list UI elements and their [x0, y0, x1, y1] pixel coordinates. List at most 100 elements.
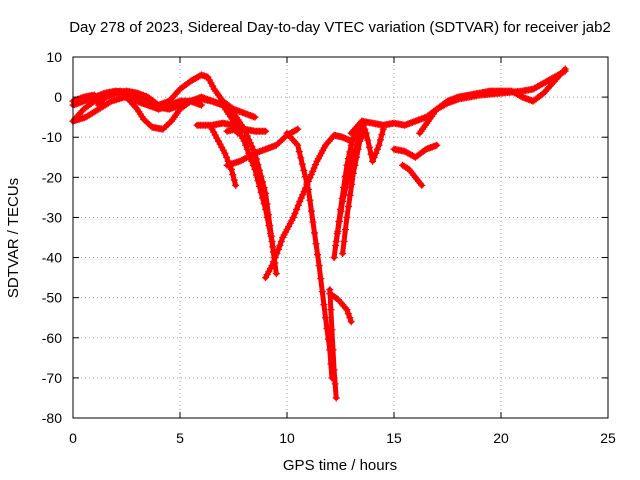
data-point-marker: [310, 164, 318, 172]
data-point-marker: [329, 346, 337, 354]
data-point-marker: [260, 184, 268, 192]
data-point-marker: [348, 180, 356, 188]
data-point-marker: [365, 143, 373, 151]
data-point-marker: [221, 149, 229, 157]
data-point-marker: [272, 270, 280, 278]
plot-frame: [72, 56, 609, 419]
data-point-marker: [211, 131, 219, 139]
data-point-marker: [517, 92, 525, 100]
data-point-marker: [271, 254, 279, 262]
data-point-marker: [240, 137, 248, 145]
data-point-marker: [339, 250, 347, 258]
data-point-marker: [330, 254, 338, 262]
data-point-marker: [285, 222, 293, 230]
data-point-marker: [243, 145, 251, 153]
data-point-marker: [297, 194, 305, 202]
data-point-marker: [205, 76, 213, 84]
data-point-marker: [367, 150, 375, 158]
data-point-marker: [341, 304, 349, 312]
data-point-marker: [351, 161, 359, 169]
data-point-marker: [339, 197, 347, 205]
data-point-marker: [372, 149, 380, 157]
series-track-13: [326, 286, 340, 402]
data-point-marker: [315, 262, 323, 270]
data-point-marker: [309, 218, 317, 226]
data-point-marker: [433, 141, 441, 149]
data-point-marker: [209, 82, 217, 90]
data-point-marker: [332, 238, 340, 246]
data-point-marker: [307, 207, 315, 215]
data-point-marker: [286, 219, 294, 227]
data-point-marker: [350, 133, 358, 141]
data-point-marker: [266, 221, 274, 229]
data-point-marker: [327, 306, 335, 314]
series-track-22: [416, 67, 569, 137]
series-track-8: [223, 125, 270, 135]
series-track-17: [339, 129, 368, 258]
y-tick-label: -80: [42, 410, 62, 426]
data-point-marker: [344, 310, 352, 318]
data-point-marker: [207, 79, 215, 87]
data-point-marker: [317, 275, 325, 283]
data-point-marker: [331, 380, 339, 388]
data-point-marker: [92, 94, 100, 102]
data-point-marker: [328, 326, 336, 334]
data-point-marker: [376, 136, 384, 144]
series-track-12: [283, 129, 336, 382]
data-point-marker: [362, 129, 370, 137]
y-tick-label: 0: [54, 89, 62, 105]
series-track-21: [399, 161, 426, 189]
data-point-marker: [274, 246, 282, 254]
data-point-marker: [264, 211, 272, 219]
data-point-marker: [230, 176, 238, 184]
data-point-marker: [294, 125, 302, 133]
series-track-10: [223, 125, 302, 169]
x-tick-label: 25: [600, 430, 616, 446]
data-point-marker: [251, 113, 259, 121]
data-point-marker: [291, 209, 299, 217]
data-point-marker: [301, 173, 309, 181]
tick-layer: 0 5 10 15 20 25 10 0 -10 -20 -30 -40 -50 -60 -70 -80: [42, 49, 616, 446]
data-point-marker: [375, 141, 383, 149]
data-point-marker: [337, 207, 345, 215]
data-point-marker: [323, 324, 331, 332]
data-point-marker: [223, 153, 231, 161]
data-point-marker: [263, 271, 271, 279]
data-point-marker: [442, 100, 450, 108]
series-track-23: [486, 65, 569, 105]
series-track-20: [390, 141, 441, 161]
y-tick-label: -60: [42, 330, 62, 346]
data-point-marker: [213, 134, 221, 142]
data-point-marker: [276, 242, 284, 250]
data-point-marker: [218, 143, 226, 151]
data-point-marker: [300, 166, 308, 174]
data-point-marker: [298, 160, 306, 168]
data-point-marker: [295, 148, 303, 156]
x-tick-label: 20: [493, 430, 509, 446]
data-point-marker: [307, 171, 315, 179]
data-point-marker: [262, 274, 270, 282]
data-point-marker: [273, 250, 281, 258]
data-point-marker: [311, 229, 319, 237]
data-point-marker: [208, 125, 216, 133]
data-point-marker: [270, 258, 278, 266]
data-point-marker: [243, 132, 251, 140]
data-point-marker: [318, 288, 326, 296]
data-point-marker: [561, 65, 569, 73]
series-track-9: [208, 125, 240, 189]
data-point-marker: [343, 306, 351, 314]
series-track-11: [262, 131, 355, 282]
data-point-marker: [248, 157, 256, 165]
y-tick-label: -50: [42, 290, 62, 306]
data-point-marker: [334, 227, 342, 235]
data-point-marker: [255, 166, 263, 174]
data-point-marker: [232, 181, 240, 189]
y-tick-label: -70: [42, 370, 62, 386]
data-point-marker: [106, 98, 114, 106]
x-tick-label: 10: [279, 430, 295, 446]
series-track-19: [358, 117, 387, 165]
data-point-marker: [335, 217, 343, 225]
data-point-marker: [246, 139, 254, 147]
data-point-marker: [320, 301, 328, 309]
